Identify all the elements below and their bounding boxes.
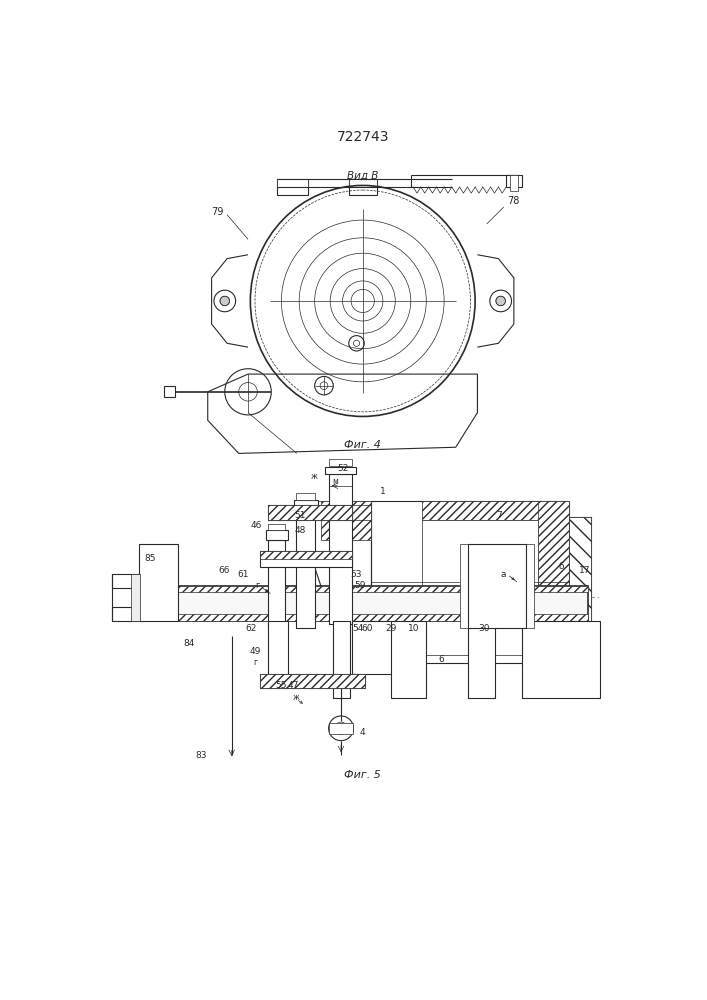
Bar [268, 524, 285, 530]
Bar [139, 544, 177, 620]
Text: 17: 17 [578, 566, 590, 575]
Polygon shape [208, 374, 477, 453]
Bar [296, 509, 315, 628]
Bar [296, 493, 315, 500]
Text: Фиг. 5: Фиг. 5 [344, 770, 381, 780]
Bar [329, 474, 352, 624]
Text: 29: 29 [385, 624, 397, 633]
Bar [163, 386, 175, 397]
Bar [268, 505, 352, 520]
Bar [268, 620, 288, 682]
Bar [112, 574, 139, 588]
Bar [391, 620, 426, 698]
Bar [352, 620, 395, 674]
Bar [268, 540, 285, 628]
Bar [569, 517, 590, 655]
Text: a: a [501, 570, 506, 579]
Bar [293, 500, 317, 509]
Text: 6: 6 [438, 654, 444, 664]
Text: г: г [253, 658, 257, 667]
Bar [296, 509, 315, 628]
Text: 48: 48 [294, 526, 305, 535]
Bar [460, 544, 534, 628]
Bar [506, 175, 522, 187]
Bar [391, 620, 426, 698]
Bar [268, 505, 352, 520]
Text: ж: ж [293, 693, 300, 702]
Text: м: м [332, 477, 338, 486]
Text: 30: 30 [478, 624, 489, 633]
Bar [371, 501, 569, 663]
Text: 60: 60 [361, 624, 373, 633]
Bar [139, 544, 177, 620]
Bar [468, 620, 495, 698]
Text: 61: 61 [238, 570, 249, 579]
Bar [260, 551, 352, 559]
Text: 78: 78 [508, 196, 520, 206]
Circle shape [496, 296, 506, 306]
Text: 10: 10 [408, 624, 420, 633]
Bar [268, 540, 285, 628]
Bar [522, 620, 600, 698]
Text: 84: 84 [183, 639, 195, 648]
Text: 55: 55 [275, 681, 286, 690]
Text: 4: 4 [359, 728, 365, 737]
Bar [321, 501, 371, 540]
Text: Фиг. 4: Фиг. 4 [344, 440, 381, 450]
Bar [131, 574, 140, 620]
Text: 83: 83 [195, 751, 206, 760]
Bar [139, 614, 588, 620]
Bar [260, 674, 365, 688]
Bar [139, 586, 588, 592]
Text: 54: 54 [352, 624, 364, 633]
Text: 51: 51 [294, 511, 305, 520]
Bar [266, 530, 288, 540]
Text: г: г [255, 581, 259, 590]
Text: 79: 79 [211, 207, 223, 217]
Bar [260, 674, 365, 688]
Bar [139, 586, 588, 620]
Text: 52: 52 [337, 464, 349, 473]
Bar [349, 179, 377, 187]
Bar [468, 620, 495, 698]
Text: Вид В: Вид В [347, 170, 378, 180]
Bar [538, 501, 569, 671]
Bar [112, 607, 139, 620]
Bar [329, 459, 352, 466]
Text: 62: 62 [245, 624, 257, 633]
Text: 46: 46 [251, 521, 262, 530]
Bar [329, 474, 352, 624]
Text: ж: ж [311, 472, 318, 481]
Text: 59: 59 [354, 581, 366, 590]
Text: 1: 1 [380, 487, 386, 496]
Bar [468, 544, 526, 628]
Text: б: б [559, 562, 564, 571]
Bar [277, 179, 308, 187]
Bar [349, 179, 377, 195]
Text: 49: 49 [250, 647, 261, 656]
Bar [569, 517, 590, 655]
Text: 722743: 722743 [337, 130, 389, 144]
Text: 7: 7 [496, 511, 502, 520]
Bar [268, 620, 288, 682]
Bar [421, 501, 569, 520]
Bar [329, 723, 354, 734]
Bar [260, 551, 352, 567]
Circle shape [220, 296, 230, 306]
Bar [332, 620, 349, 698]
Bar [510, 175, 518, 191]
Bar [421, 520, 538, 655]
Bar [325, 466, 356, 474]
Text: 85: 85 [145, 554, 156, 563]
Bar [522, 620, 600, 698]
Text: 53: 53 [350, 570, 361, 579]
Bar [421, 632, 569, 651]
Bar [277, 179, 308, 195]
Bar [332, 620, 349, 698]
Text: 66: 66 [218, 566, 230, 575]
Bar [352, 620, 395, 674]
Text: 47: 47 [287, 681, 298, 690]
